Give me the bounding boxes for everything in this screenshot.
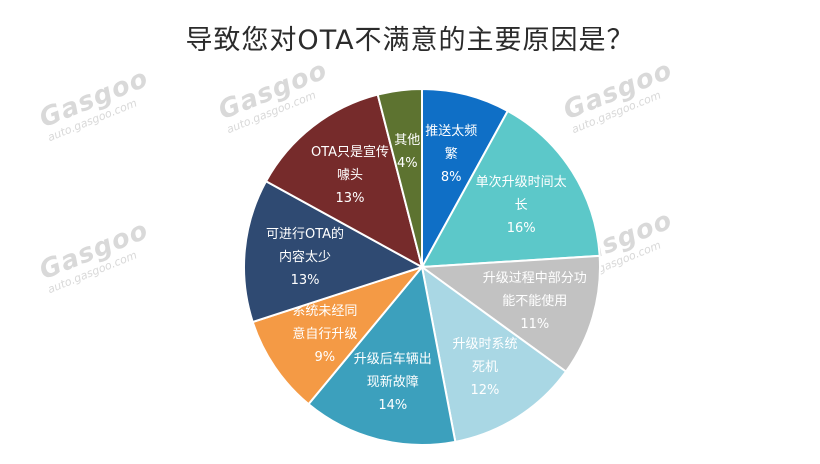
- slice-label: 其他 4%: [394, 133, 420, 171]
- pie-slice: [421, 87, 510, 268]
- slice-label: OTA只是宣传噱头 13%: [311, 144, 389, 206]
- slice-label: 升级时系统死机 12%: [452, 337, 517, 398]
- slice-label: 推送太频繁 8%: [425, 124, 477, 185]
- slice-label: 系统未经同意自行升级 9%: [292, 304, 357, 365]
- slice-label: 升级后车辆出现新故障 14%: [354, 351, 432, 413]
- pie-slice: [243, 179, 425, 324]
- pie-slice: [376, 87, 423, 268]
- pie-slice: [419, 254, 601, 374]
- slice-label: 单次升级时间太长 16%: [476, 174, 567, 236]
- pie-slice: [420, 264, 568, 444]
- pie-slice: [420, 109, 601, 269]
- slice-label: 升级过程中部分功能不能使用 11%: [483, 271, 587, 332]
- pie-slice: [251, 264, 425, 406]
- slice-label: 可进行OTA的内容太少 13%: [266, 226, 344, 288]
- pie-slice: [307, 264, 457, 446]
- chart-title: 导致您对OTA不满意的主要原因是？: [185, 25, 635, 56]
- pie-slice: [264, 93, 424, 269]
